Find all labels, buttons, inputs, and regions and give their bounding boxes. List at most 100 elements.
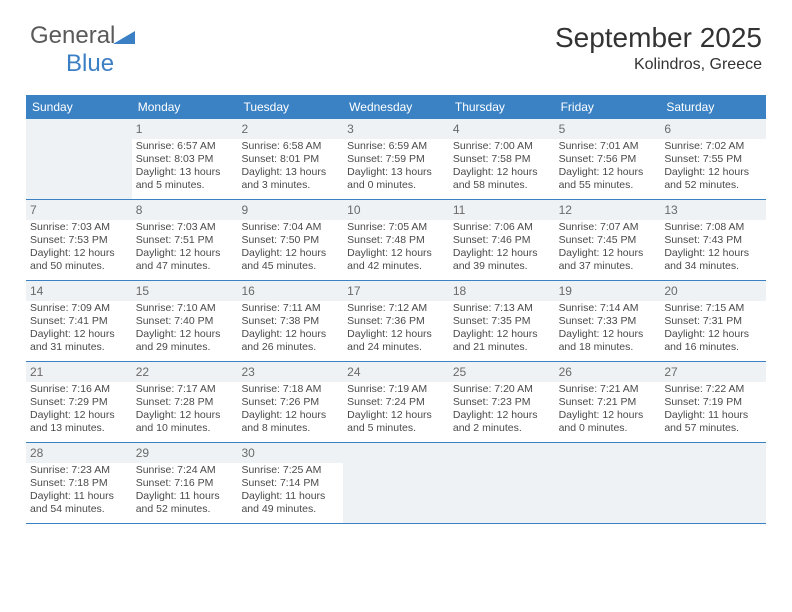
day-number: 22 bbox=[132, 362, 238, 382]
sunrise-text: Sunrise: 7:10 AM bbox=[136, 302, 234, 315]
weekday-header: Monday bbox=[132, 95, 238, 119]
calendar-cell: 24Sunrise: 7:19 AMSunset: 7:24 PMDayligh… bbox=[343, 362, 449, 442]
sunrise-text: Sunrise: 7:02 AM bbox=[664, 140, 762, 153]
calendar-cell: 22Sunrise: 7:17 AMSunset: 7:28 PMDayligh… bbox=[132, 362, 238, 442]
day-number: 28 bbox=[26, 443, 132, 463]
daylight-text: Daylight: 12 hours and 8 minutes. bbox=[241, 409, 339, 435]
sunrise-text: Sunrise: 7:24 AM bbox=[136, 464, 234, 477]
day-number: 25 bbox=[449, 362, 555, 382]
day-number: 11 bbox=[449, 200, 555, 220]
daylight-text: Daylight: 11 hours and 54 minutes. bbox=[30, 490, 128, 516]
sunset-text: Sunset: 7:23 PM bbox=[453, 396, 551, 409]
calendar-cell: 3Sunrise: 6:59 AMSunset: 7:59 PMDaylight… bbox=[343, 119, 449, 199]
calendar-cell: 7Sunrise: 7:03 AMSunset: 7:53 PMDaylight… bbox=[26, 200, 132, 280]
sunset-text: Sunset: 7:40 PM bbox=[136, 315, 234, 328]
daylight-text: Daylight: 12 hours and 10 minutes. bbox=[136, 409, 234, 435]
day-number: 9 bbox=[237, 200, 343, 220]
sunset-text: Sunset: 7:41 PM bbox=[30, 315, 128, 328]
sunrise-text: Sunrise: 7:15 AM bbox=[664, 302, 762, 315]
daylight-text: Daylight: 12 hours and 34 minutes. bbox=[664, 247, 762, 273]
day-number: 18 bbox=[449, 281, 555, 301]
daylight-text: Daylight: 12 hours and 29 minutes. bbox=[136, 328, 234, 354]
sunset-text: Sunset: 7:26 PM bbox=[241, 396, 339, 409]
calendar-cell: 2Sunrise: 6:58 AMSunset: 8:01 PMDaylight… bbox=[237, 119, 343, 199]
sunrise-text: Sunrise: 7:06 AM bbox=[453, 221, 551, 234]
sunset-text: Sunset: 7:35 PM bbox=[453, 315, 551, 328]
calendar-cell bbox=[26, 119, 132, 199]
sunset-text: Sunset: 7:51 PM bbox=[136, 234, 234, 247]
sunrise-text: Sunrise: 7:04 AM bbox=[241, 221, 339, 234]
sunrise-text: Sunrise: 7:18 AM bbox=[241, 383, 339, 396]
sunset-text: Sunset: 7:24 PM bbox=[347, 396, 445, 409]
calendar-cell: 19Sunrise: 7:14 AMSunset: 7:33 PMDayligh… bbox=[555, 281, 661, 361]
calendar-cell: 15Sunrise: 7:10 AMSunset: 7:40 PMDayligh… bbox=[132, 281, 238, 361]
sunset-text: Sunset: 7:48 PM bbox=[347, 234, 445, 247]
sunrise-text: Sunrise: 7:03 AM bbox=[136, 221, 234, 234]
calendar-cell: 26Sunrise: 7:21 AMSunset: 7:21 PMDayligh… bbox=[555, 362, 661, 442]
sunrise-text: Sunrise: 6:59 AM bbox=[347, 140, 445, 153]
location-label: Kolindros, Greece bbox=[555, 56, 762, 74]
daylight-text: Daylight: 12 hours and 55 minutes. bbox=[559, 166, 657, 192]
sunset-text: Sunset: 7:36 PM bbox=[347, 315, 445, 328]
sunrise-text: Sunrise: 7:05 AM bbox=[347, 221, 445, 234]
daylight-text: Daylight: 12 hours and 39 minutes. bbox=[453, 247, 551, 273]
day-number: 1 bbox=[132, 119, 238, 139]
day-number: 10 bbox=[343, 200, 449, 220]
day-number: 8 bbox=[132, 200, 238, 220]
daylight-text: Daylight: 12 hours and 47 minutes. bbox=[136, 247, 234, 273]
calendar-cell: 13Sunrise: 7:08 AMSunset: 7:43 PMDayligh… bbox=[660, 200, 766, 280]
sunrise-text: Sunrise: 7:13 AM bbox=[453, 302, 551, 315]
day-number: 24 bbox=[343, 362, 449, 382]
sunset-text: Sunset: 7:50 PM bbox=[241, 234, 339, 247]
calendar-week-row: 28Sunrise: 7:23 AMSunset: 7:18 PMDayligh… bbox=[26, 443, 766, 524]
day-number: 2 bbox=[237, 119, 343, 139]
day-number: 6 bbox=[660, 119, 766, 139]
calendar-cell: 5Sunrise: 7:01 AMSunset: 7:56 PMDaylight… bbox=[555, 119, 661, 199]
calendar-cell: 25Sunrise: 7:20 AMSunset: 7:23 PMDayligh… bbox=[449, 362, 555, 442]
daylight-text: Daylight: 12 hours and 18 minutes. bbox=[559, 328, 657, 354]
weekday-header: Saturday bbox=[660, 95, 766, 119]
sunset-text: Sunset: 7:16 PM bbox=[136, 477, 234, 490]
daylight-text: Daylight: 12 hours and 26 minutes. bbox=[241, 328, 339, 354]
sunrise-text: Sunrise: 7:20 AM bbox=[453, 383, 551, 396]
sunset-text: Sunset: 7:28 PM bbox=[136, 396, 234, 409]
sunrise-text: Sunrise: 6:57 AM bbox=[136, 140, 234, 153]
sunset-text: Sunset: 7:46 PM bbox=[453, 234, 551, 247]
calendar-cell: 16Sunrise: 7:11 AMSunset: 7:38 PMDayligh… bbox=[237, 281, 343, 361]
calendar-cell: 30Sunrise: 7:25 AMSunset: 7:14 PMDayligh… bbox=[237, 443, 343, 523]
calendar-cell bbox=[449, 443, 555, 523]
sunset-text: Sunset: 7:29 PM bbox=[30, 396, 128, 409]
sunrise-text: Sunrise: 7:08 AM bbox=[664, 221, 762, 234]
daylight-text: Daylight: 13 hours and 3 minutes. bbox=[241, 166, 339, 192]
sunset-text: Sunset: 8:03 PM bbox=[136, 153, 234, 166]
daylight-text: Daylight: 12 hours and 45 minutes. bbox=[241, 247, 339, 273]
weekday-header: Wednesday bbox=[343, 95, 449, 119]
sunrise-text: Sunrise: 7:00 AM bbox=[453, 140, 551, 153]
daylight-text: Daylight: 11 hours and 49 minutes. bbox=[241, 490, 339, 516]
day-number: 15 bbox=[132, 281, 238, 301]
calendar-cell: 6Sunrise: 7:02 AMSunset: 7:55 PMDaylight… bbox=[660, 119, 766, 199]
brand-part2: Blue bbox=[66, 50, 114, 77]
daylight-text: Daylight: 12 hours and 52 minutes. bbox=[664, 166, 762, 192]
calendar-cell: 29Sunrise: 7:24 AMSunset: 7:16 PMDayligh… bbox=[132, 443, 238, 523]
sunset-text: Sunset: 7:31 PM bbox=[664, 315, 762, 328]
daylight-text: Daylight: 13 hours and 5 minutes. bbox=[136, 166, 234, 192]
day-number: 17 bbox=[343, 281, 449, 301]
sunrise-text: Sunrise: 7:22 AM bbox=[664, 383, 762, 396]
day-number: 3 bbox=[343, 119, 449, 139]
sunset-text: Sunset: 7:19 PM bbox=[664, 396, 762, 409]
calendar-cell: 23Sunrise: 7:18 AMSunset: 7:26 PMDayligh… bbox=[237, 362, 343, 442]
calendar-cell: 4Sunrise: 7:00 AMSunset: 7:58 PMDaylight… bbox=[449, 119, 555, 199]
daylight-text: Daylight: 12 hours and 24 minutes. bbox=[347, 328, 445, 354]
brand-logo: General Blue bbox=[30, 22, 135, 78]
sunrise-text: Sunrise: 7:19 AM bbox=[347, 383, 445, 396]
daylight-text: Daylight: 12 hours and 58 minutes. bbox=[453, 166, 551, 192]
calendar-cell: 11Sunrise: 7:06 AMSunset: 7:46 PMDayligh… bbox=[449, 200, 555, 280]
header-right: September 2025 Kolindros, Greece bbox=[555, 22, 762, 74]
sunset-text: Sunset: 7:38 PM bbox=[241, 315, 339, 328]
day-number: 27 bbox=[660, 362, 766, 382]
sunrise-text: Sunrise: 7:12 AM bbox=[347, 302, 445, 315]
day-number: 29 bbox=[132, 443, 238, 463]
weekday-header: Sunday bbox=[26, 95, 132, 119]
sunrise-text: Sunrise: 7:03 AM bbox=[30, 221, 128, 234]
